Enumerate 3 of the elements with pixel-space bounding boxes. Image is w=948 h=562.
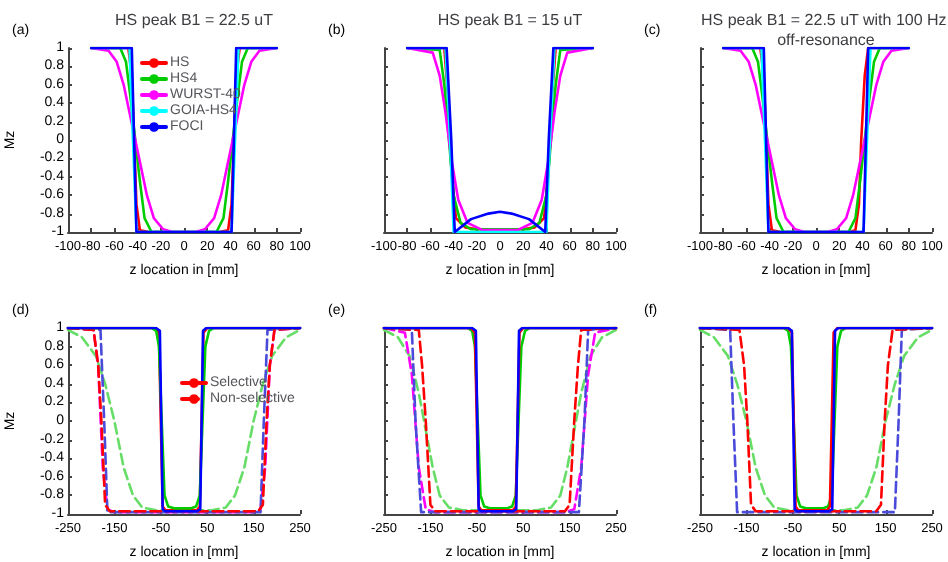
chart-title: HS peak B1 = 22.5 uT with 100 Hz off-resonance (700, 11, 948, 49)
chart-title: HS peak B1 = 15 uT (437, 11, 583, 29)
chart-title: HS peak B1 = 22.5 uT (115, 11, 274, 29)
